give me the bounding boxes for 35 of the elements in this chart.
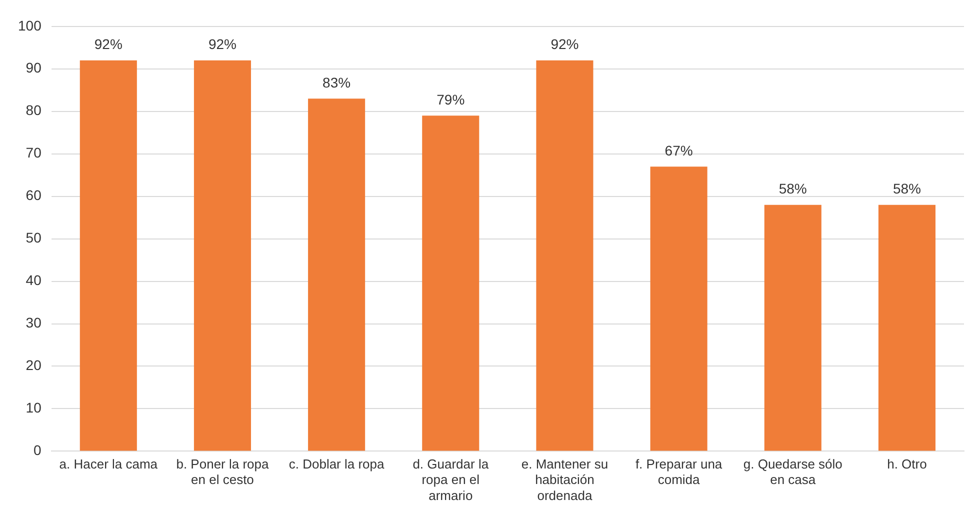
data-label: 67% (664, 142, 693, 158)
data-label: 92% (94, 36, 122, 52)
data-label: 92% (550, 36, 579, 52)
y-tick-label: 70 (26, 144, 42, 161)
y-tick-label: 20 (26, 357, 42, 374)
bar (80, 60, 137, 451)
y-tick-label: 40 (26, 272, 42, 288)
x-tick-label: d. Guardar la ropa en el armario (412, 456, 490, 503)
bar (536, 60, 594, 451)
x-tick-label: c. Doblar la ropa (288, 456, 386, 472)
x-tick-label: f. Preparar una comida (635, 456, 723, 488)
y-tick-label: 10 (26, 400, 42, 416)
y-tick-label: 100 (18, 17, 42, 34)
data-label: 92% (208, 36, 236, 52)
y-tick-label: 50 (26, 230, 42, 246)
y-tick-label: 30 (26, 314, 42, 331)
bar (422, 116, 480, 451)
data-label: 83% (322, 74, 351, 90)
x-tick-label: e. Mantener su habitación ordenada (521, 456, 608, 503)
x-tick-label: g. Quedarse sólo en casa (743, 456, 842, 488)
y-tick-label: 0 (34, 442, 42, 458)
bar (878, 204, 936, 451)
data-label: 58% (892, 180, 921, 197)
bar (308, 98, 366, 451)
x-tick-label: h. Otro (887, 456, 927, 472)
y-tick-label: 80 (26, 102, 42, 118)
data-label: 79% (436, 91, 465, 108)
bar (764, 204, 822, 451)
y-tick-label: 60 (26, 187, 42, 204)
bar (650, 166, 708, 451)
data-label: 58% (778, 180, 807, 197)
x-tick-label: b. Poner la ropa en el cesto (176, 456, 270, 488)
x-tick-label: a. Hacer la cama (59, 456, 158, 472)
bar (194, 60, 251, 451)
y-tick-label: 90 (26, 60, 42, 76)
